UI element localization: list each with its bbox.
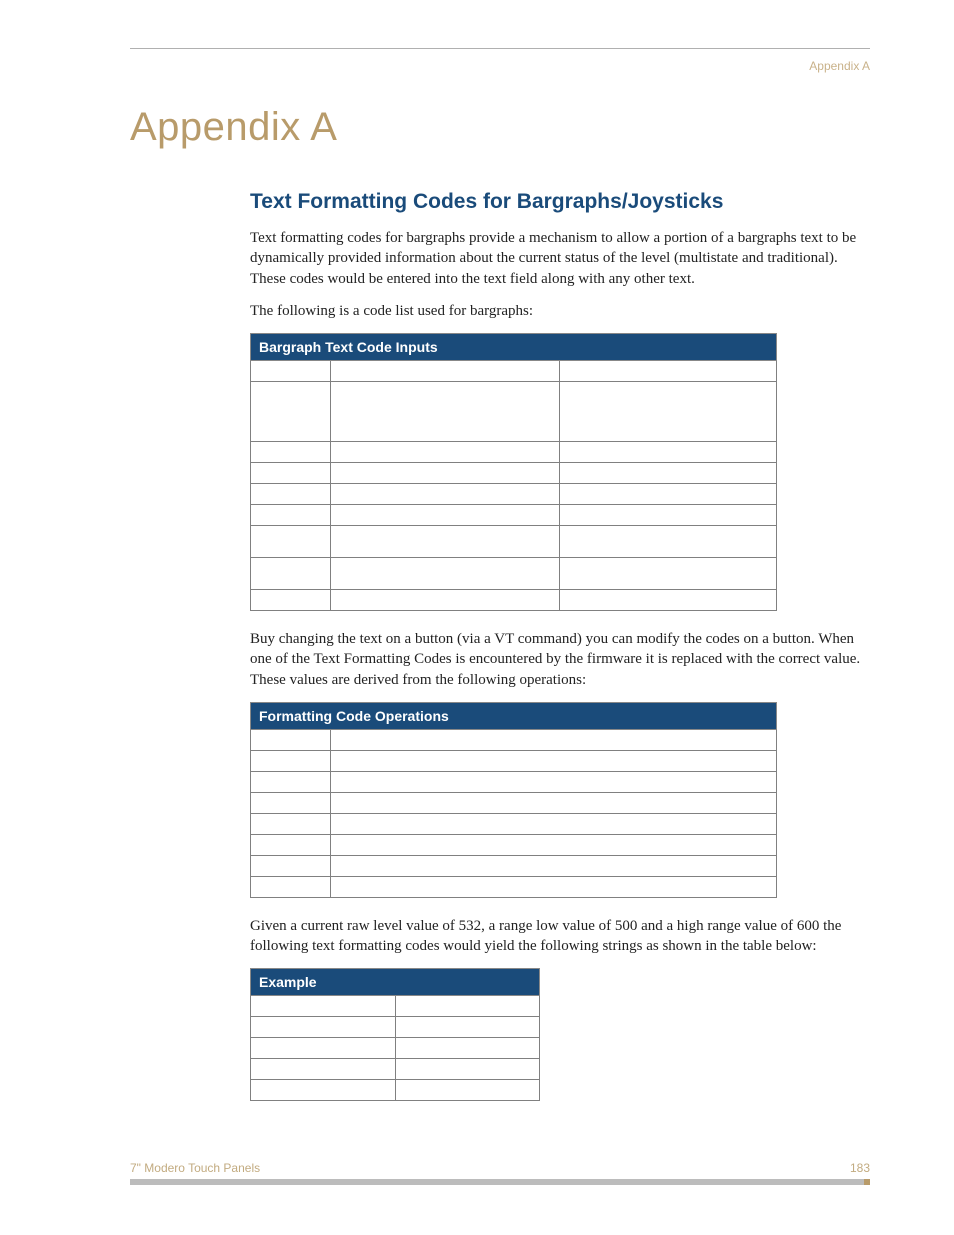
- table-bargraph-codes: Bargraph Text Code Inputs: [250, 333, 777, 611]
- table-row: [251, 813, 777, 834]
- top-rule: [130, 48, 870, 49]
- table-row: [251, 442, 777, 463]
- paragraph: Given a current raw level value of 532, …: [250, 916, 870, 957]
- table-row: [251, 1059, 540, 1080]
- table-row: [251, 855, 777, 876]
- table-row: [251, 729, 777, 750]
- table-title: Formatting Code Operations: [251, 702, 777, 729]
- table-row: [251, 771, 777, 792]
- table-row: [251, 505, 777, 526]
- table-formatting-ops: Formatting Code Operations: [250, 702, 777, 898]
- content: Text Formatting Codes for Bargraphs/Joys…: [250, 190, 870, 1101]
- footer-left: 7" Modero Touch Panels: [130, 1161, 260, 1175]
- table-title: Bargraph Text Code Inputs: [251, 334, 777, 361]
- footer: 7" Modero Touch Panels 183: [130, 1161, 870, 1185]
- table-example: Example: [250, 968, 540, 1101]
- table-row: [251, 382, 777, 442]
- page-number: 183: [850, 1161, 870, 1175]
- table-row: [251, 463, 777, 484]
- table-row: [251, 750, 777, 771]
- table-row: [251, 361, 777, 382]
- footer-bar: [130, 1179, 870, 1185]
- table-row: [251, 876, 777, 897]
- table-title: Example: [251, 969, 540, 996]
- paragraph: Text formatting codes for bargraphs prov…: [250, 228, 870, 289]
- section-heading: Text Formatting Codes for Bargraphs/Joys…: [250, 190, 870, 214]
- table-row: [251, 590, 777, 611]
- table-row: [251, 484, 777, 505]
- table-row: [251, 526, 777, 558]
- table-row: [251, 558, 777, 590]
- table-row: [251, 792, 777, 813]
- table-row: [251, 834, 777, 855]
- table-row: [251, 1017, 540, 1038]
- paragraph: Buy changing the text on a button (via a…: [250, 629, 870, 690]
- table-row: [251, 1038, 540, 1059]
- running-header: Appendix A: [130, 59, 870, 73]
- table-row: [251, 996, 540, 1017]
- page-title: Appendix A: [130, 105, 870, 150]
- paragraph: The following is a code list used for ba…: [250, 301, 870, 321]
- page: Appendix A Appendix A Text Formatting Co…: [130, 48, 870, 1119]
- table-row: [251, 1080, 540, 1101]
